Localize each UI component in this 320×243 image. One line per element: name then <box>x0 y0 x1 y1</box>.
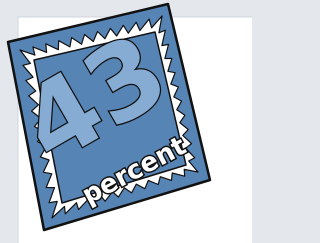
page: 43 percent (() => { const data = JSON.pa… <box>0 0 252 243</box>
badge-illustration: 43 percent <box>0 0 252 243</box>
